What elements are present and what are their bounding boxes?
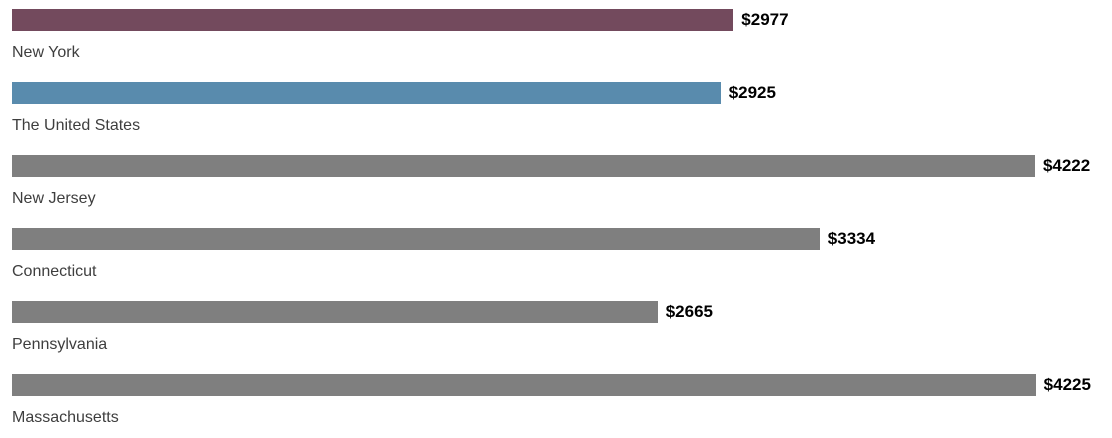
chart-row: $2665 Pennsylvania xyxy=(12,301,1112,374)
chart-row: $3334 Connecticut xyxy=(12,228,1112,301)
category-label: Connecticut xyxy=(12,263,97,280)
bar-line: $2665 xyxy=(12,301,1112,323)
chart-row: $2977 New York xyxy=(12,9,1112,82)
bar-value-label: $2977 xyxy=(741,10,789,29)
bar xyxy=(12,155,1035,177)
category-label: Massachusetts xyxy=(12,409,119,426)
bar-value-label: $2925 xyxy=(728,83,776,102)
bar-line: $3334 xyxy=(12,228,1112,250)
bar xyxy=(12,9,734,31)
bar xyxy=(12,301,658,323)
bar-line: $2977 xyxy=(12,9,1112,31)
chart-row: $4222 New Jersey xyxy=(12,155,1112,228)
bar-line: $4222 xyxy=(12,155,1112,177)
bar-line: $4225 xyxy=(12,374,1112,396)
bar xyxy=(12,228,820,250)
chart-row: $2925 The United States xyxy=(12,82,1112,155)
bar xyxy=(12,82,721,104)
bar-chart-plot-area: $2977 New York $2925 The United States $… xyxy=(12,9,1112,438)
category-label: The United States xyxy=(12,117,141,134)
chart-row: $4225 Massachusetts xyxy=(12,374,1112,438)
bar-value-label: $2665 xyxy=(665,302,713,321)
bar-value-label: $3334 xyxy=(827,229,876,248)
bar-value-label: $4222 xyxy=(1042,156,1091,175)
category-label: New York xyxy=(12,44,80,61)
category-label: New Jersey xyxy=(12,190,96,207)
bar-line: $2925 xyxy=(12,82,1112,104)
bar xyxy=(12,374,1036,396)
bar-value-label: $4225 xyxy=(1043,375,1091,394)
category-label: Pennsylvania xyxy=(12,336,108,353)
